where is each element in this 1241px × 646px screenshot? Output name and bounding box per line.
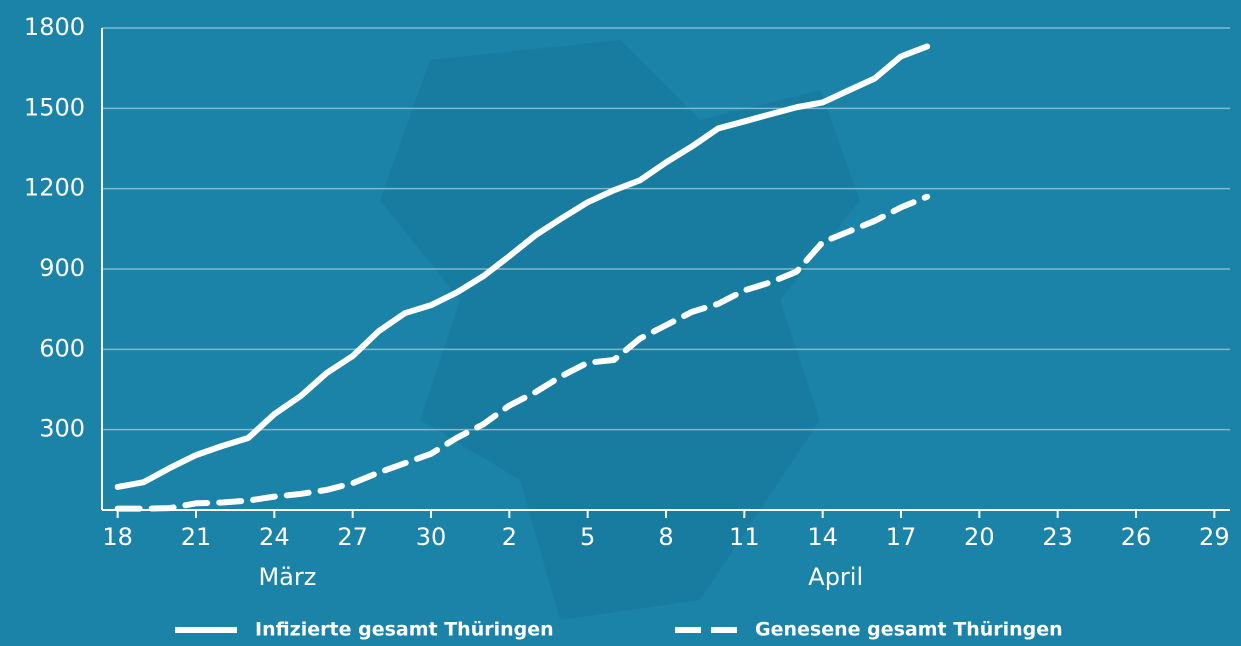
y-tick-label: 600 [39,334,85,362]
x-tick-label: 23 [1042,523,1073,551]
x-tick-label: 11 [729,523,760,551]
month-label: März [258,563,316,591]
y-tick-label: 1800 [24,13,85,41]
x-tick-label: 24 [259,523,290,551]
y-tick-label: 1500 [24,93,85,121]
x-tick-label: 18 [102,523,133,551]
month-label: April [808,563,863,591]
x-tick-label: 2 [502,523,517,551]
y-tick-label: 1200 [24,174,85,202]
x-tick-label: 27 [337,523,368,551]
x-tick-label: 21 [181,523,212,551]
x-tick-label: 20 [964,523,995,551]
x-tick-label: 30 [416,523,447,551]
x-tick-label: 26 [1121,523,1152,551]
y-tick-label: 900 [39,254,85,282]
x-tick-label: 8 [658,523,673,551]
series-line [114,43,931,490]
x-tick-label: 17 [886,523,917,551]
x-tick-label: 29 [1199,523,1230,551]
legend-label: Infizierte gesamt Thüringen [255,619,554,641]
series-line [114,193,931,512]
x-tick-label: 5 [580,523,595,551]
legend-label: Genesene gesamt Thüringen [755,619,1063,641]
x-tick-label: 14 [807,523,838,551]
y-tick-label: 300 [39,415,85,443]
watermark [380,40,860,620]
